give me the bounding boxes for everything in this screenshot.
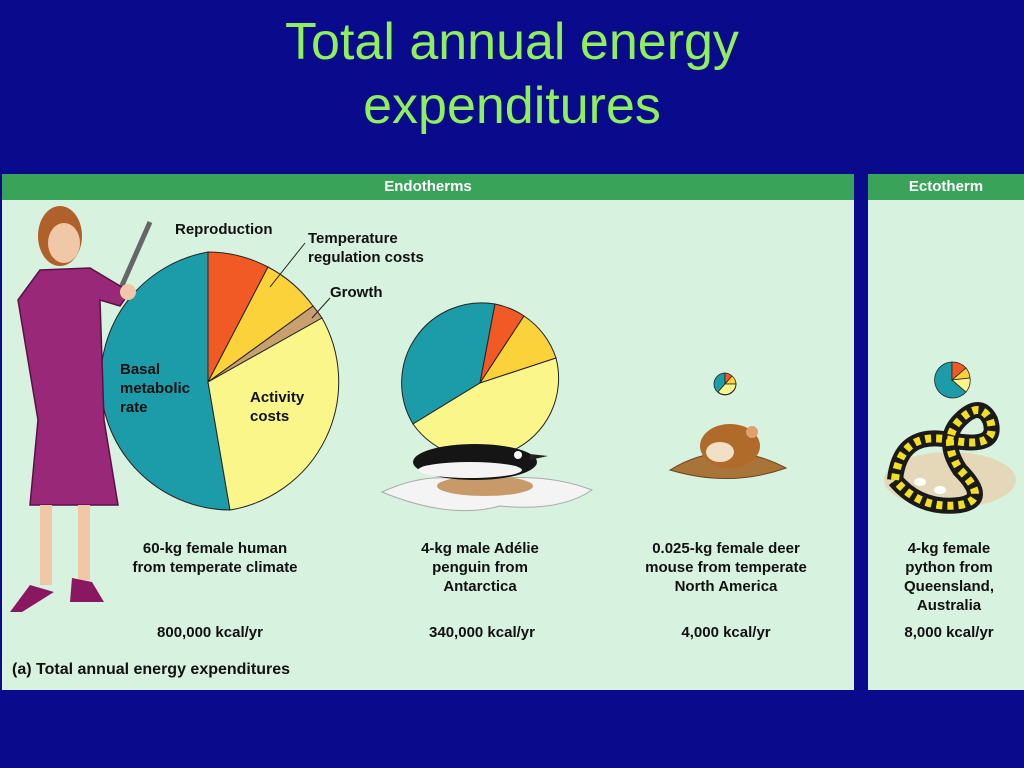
- penguin-pie: [401, 302, 560, 459]
- growth-leader: [311, 297, 331, 319]
- python-illustration: [884, 402, 1016, 514]
- label-temperature: Temperature regulation costs: [308, 230, 424, 266]
- ectotherm-header: Ectotherm: [868, 174, 1024, 200]
- temperature-leader: [269, 242, 306, 288]
- mouse-illustration: [668, 424, 788, 480]
- caption-text: Total annual energy expenditures: [36, 661, 290, 678]
- organism-label-python: 4-kg female python from Queensland, Aust…: [903, 540, 995, 614]
- penguin-illustration: [380, 444, 594, 512]
- illustration: [10, 206, 1016, 612]
- human-pie: [100, 251, 340, 511]
- organism-label-human: 60-kg female human from temperate climat…: [132, 540, 298, 576]
- label-reproduction: Reproduction: [175, 221, 273, 238]
- label-activity: Activity costs: [250, 389, 305, 425]
- figure-caption: (a) Total annual energy expenditures: [12, 660, 290, 679]
- mouse-pie: [713, 372, 737, 396]
- organism-label-mouse: 0.025-kg female deer mouse from temperat…: [645, 540, 807, 595]
- title-line-1: Total annual energy: [285, 13, 739, 71]
- energy-mouse: 4,000 kcal/yr: [681, 624, 771, 641]
- label-growth: Growth: [330, 284, 383, 301]
- slide-title: Total annual energy expenditures: [0, 10, 1024, 138]
- woman-figure: [10, 206, 153, 612]
- label-basal: Basal metabolic rate: [120, 361, 191, 416]
- caption-tag: (a): [12, 661, 32, 678]
- title-line-2: expenditures: [363, 77, 661, 135]
- endotherms-header: Endotherms: [2, 174, 854, 200]
- energy-human: 800,000 kcal/yr: [157, 624, 263, 641]
- organism-label-penguin: 4-kg male Adélie penguin from Antarctica: [421, 540, 539, 595]
- energy-python: 8,000 kcal/yr: [904, 624, 994, 641]
- pie-activity: [207, 317, 340, 511]
- python-pie: [934, 361, 971, 399]
- energy-penguin: 340,000 kcal/yr: [429, 624, 535, 641]
